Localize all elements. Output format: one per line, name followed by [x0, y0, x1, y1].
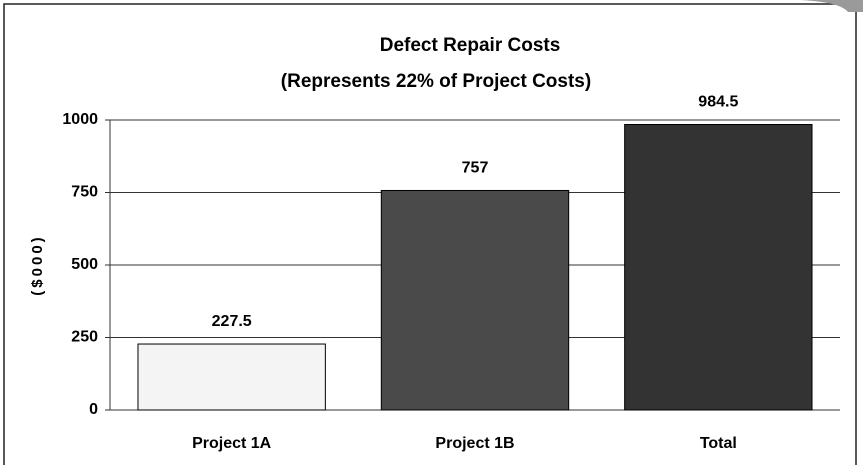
y-tick-label: 750	[71, 184, 98, 201]
chart-frame	[3, 3, 857, 465]
chart-subtitle: (Represents 22% of Project Costs)	[281, 71, 591, 92]
data-label: 227.5	[212, 313, 252, 330]
bar	[624, 123, 813, 411]
chart-title: Defect Repair Costs	[380, 35, 561, 56]
x-tick-label: Total	[700, 435, 737, 452]
x-tick-label: Project 1A	[192, 435, 272, 452]
y-tick-label: 0	[89, 401, 98, 418]
data-label: 984.5	[698, 94, 738, 111]
y-tick-label: 500	[71, 256, 98, 273]
x-tick-label: Project 1B	[435, 435, 514, 452]
bar	[137, 343, 326, 411]
corner-decoration	[800, 0, 863, 12]
data-label: 757	[462, 160, 489, 177]
y-tick-label: 250	[71, 329, 98, 346]
y-tick-label: 1000	[62, 111, 98, 128]
bar	[380, 189, 570, 411]
y-axis-label: ($000)	[29, 234, 46, 295]
